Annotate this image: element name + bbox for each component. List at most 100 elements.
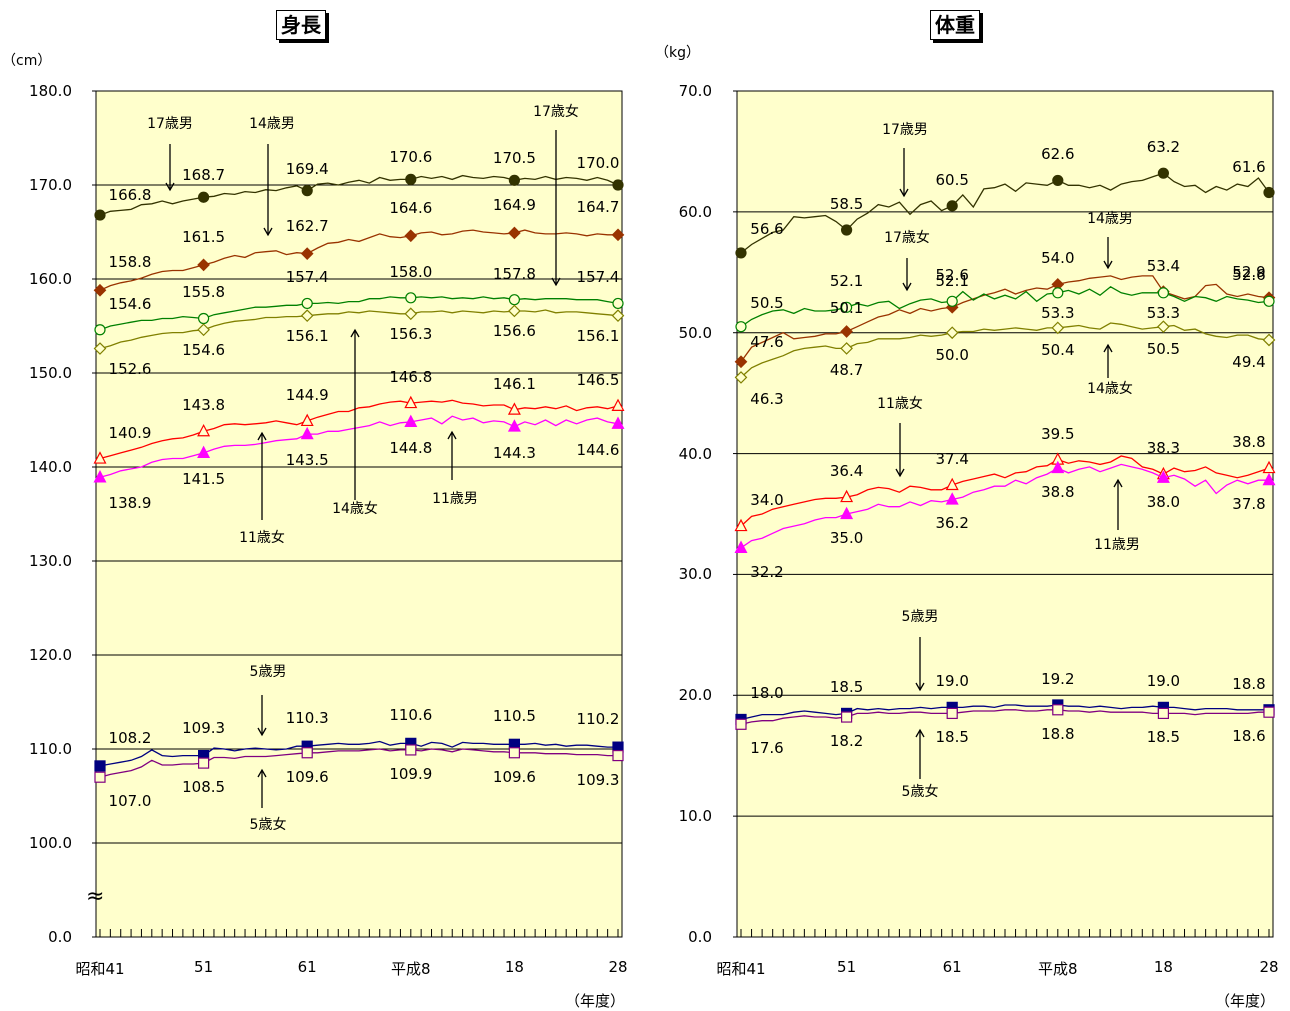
data-point-marker	[841, 301, 853, 313]
data-point-marker	[94, 771, 106, 783]
data-point-marker	[404, 414, 418, 427]
data-label: 154.6	[182, 340, 226, 359]
data-point-marker	[198, 757, 210, 769]
data-label: 32.2	[750, 562, 784, 581]
data-point-marker	[404, 307, 418, 321]
data-point-marker	[93, 342, 107, 355]
x-tick-label: 51	[194, 958, 214, 976]
data-point-marker	[945, 326, 959, 340]
data-point-marker	[611, 309, 625, 323]
series-line-17歳男	[740, 172, 1270, 254]
annotation-arrow-head	[350, 328, 360, 338]
y-tick-label: 110.0	[29, 740, 72, 758]
data-label: 63.2	[1146, 138, 1181, 157]
series-line-14歳男	[740, 275, 1270, 363]
annotation-arrow-head	[902, 282, 912, 292]
data-point-marker	[734, 518, 748, 532]
height-chart-title: 身長	[276, 10, 326, 40]
annotation-arrow-head	[447, 430, 457, 440]
data-label: 170.0	[576, 154, 620, 172]
data-label: 108.2	[108, 728, 152, 747]
annotation-arrow-head	[551, 277, 561, 287]
data-label: 37.8	[1232, 495, 1266, 514]
data-label: 110.2	[576, 710, 620, 729]
data-label: 108.5	[182, 778, 226, 797]
data-point-marker	[300, 426, 314, 440]
data-label: 53.3	[1146, 303, 1181, 322]
data-point-marker	[735, 321, 747, 333]
data-label: 146.8	[389, 368, 433, 387]
data-label: 18.0	[750, 684, 784, 703]
annotation-arrow-head	[257, 727, 267, 737]
plot-area	[736, 90, 1274, 938]
data-label: 38.8	[1041, 483, 1075, 502]
data-label: 164.6	[389, 198, 433, 217]
data-label: 19.2	[1041, 669, 1075, 688]
data-label: 18.5	[829, 678, 864, 697]
y-tick-label: 20.0	[678, 686, 712, 705]
data-label: 169.4	[285, 159, 329, 178]
data-label: 38.3	[1146, 439, 1181, 458]
data-point-marker	[301, 297, 313, 310]
data-label: 168.7	[182, 166, 226, 185]
data-point-marker	[93, 451, 107, 464]
data-label: 170.6	[389, 148, 433, 167]
series-annotation: 17歳男	[882, 122, 928, 138]
data-label: 52.1	[829, 272, 864, 291]
data-label: 52.9	[1232, 262, 1266, 281]
annotation-arrow-head	[165, 182, 175, 192]
series-line-5歳男	[99, 740, 618, 767]
height-x-unit-label: （年度）	[565, 992, 626, 1010]
data-point-marker	[197, 323, 210, 337]
x-tick-label: 18	[504, 958, 524, 976]
data-point-marker	[612, 297, 624, 310]
y-tick-label: 0.0	[48, 928, 72, 946]
data-point-marker	[735, 718, 747, 730]
weight-chart-panel: 体重 （kg） （年度） 0.0 10.0 20.0 30.0 40.0 50.0 60.0…	[645, 0, 1290, 1010]
weight-chart-title: 体重	[930, 10, 980, 40]
data-point-marker	[1263, 706, 1275, 718]
y-tick-label: 30.0	[678, 565, 712, 584]
data-point-marker	[734, 540, 748, 553]
axis-break-symbol: ≈	[86, 884, 105, 909]
data-point-marker	[508, 747, 520, 759]
data-label: 146.5	[576, 370, 620, 389]
x-tick-label: 平成8	[391, 960, 431, 978]
weight-x-unit-label: （年度）	[1215, 992, 1276, 1010]
y-tick-label: 150.0	[29, 364, 72, 382]
annotation-arrow-head	[1103, 260, 1113, 270]
data-point-marker	[1051, 321, 1065, 335]
data-label: 110.3	[285, 709, 329, 728]
data-label: 39.5	[1041, 424, 1075, 443]
series-line-17歳女	[740, 286, 1270, 328]
data-label: 156.1	[576, 326, 620, 345]
data-label: 164.7	[576, 197, 620, 216]
x-tick-label: 51	[837, 958, 857, 976]
data-label: 18.8	[1041, 724, 1075, 743]
plot-area	[95, 90, 623, 938]
series-annotation: 5歳男	[901, 609, 939, 625]
data-label: 109.9	[389, 764, 433, 783]
y-tick-label: 10.0	[678, 807, 712, 826]
data-point-marker	[1051, 460, 1065, 474]
data-label: 50.0	[935, 345, 969, 364]
data-point-marker	[93, 470, 107, 483]
data-point-marker	[840, 506, 854, 520]
series-line-14歳女	[740, 322, 1270, 378]
data-label: 166.8	[108, 186, 152, 205]
data-point-marker	[840, 489, 854, 503]
data-point-marker	[612, 749, 624, 762]
height-chart-panel: 身長 （cm） （年度） 0.0 100.0 110.0 120.0 130.0 140.…	[0, 0, 645, 1010]
data-point-marker	[508, 174, 521, 186]
y-tick-label: 160.0	[29, 270, 72, 288]
data-point-marker	[1262, 460, 1276, 474]
height-unit-label: （cm）	[2, 53, 52, 69]
y-tick-label: 180.0	[29, 82, 72, 100]
data-label: 49.4	[1232, 352, 1266, 371]
data-label: 156.6	[492, 321, 536, 340]
data-point-marker	[405, 292, 417, 304]
x-tick-label: 61	[942, 958, 962, 976]
data-label: 109.3	[576, 770, 620, 789]
data-label: 35.0	[829, 529, 864, 547]
data-label: 52.6	[935, 266, 969, 285]
